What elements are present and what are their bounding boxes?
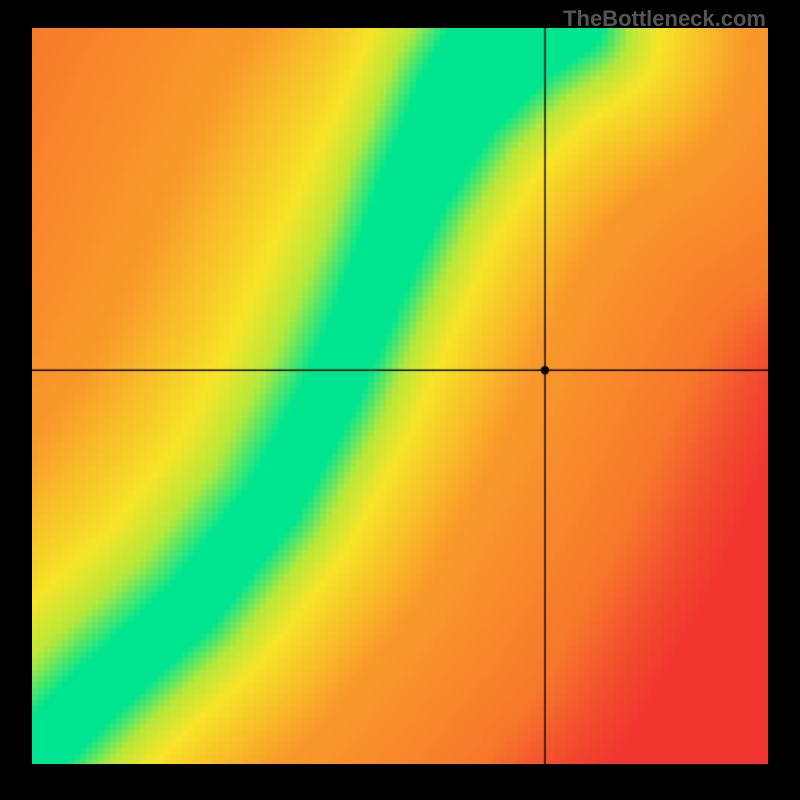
chart-container: TheBottleneck.com — [0, 0, 800, 800]
watermark-text: TheBottleneck.com — [563, 6, 766, 32]
bottleneck-heatmap — [32, 28, 768, 764]
